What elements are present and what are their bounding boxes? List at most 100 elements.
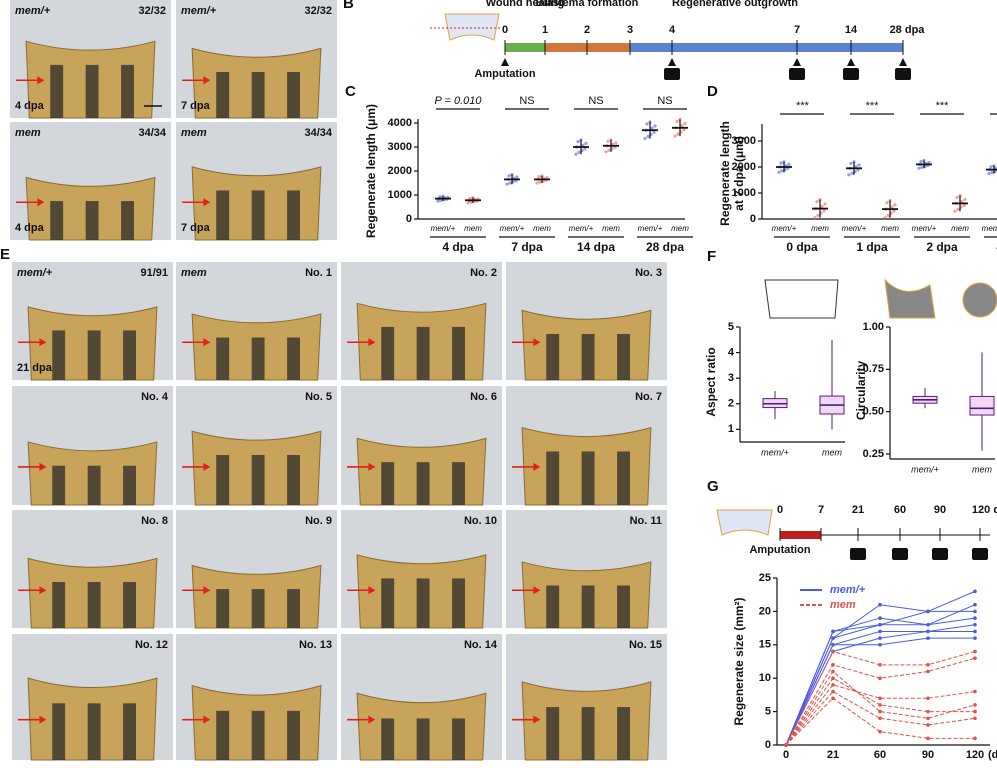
genotype-label: mem/+ [772, 224, 797, 233]
count-label: No. 15 [629, 639, 662, 651]
fin-stripe [85, 201, 99, 240]
data-point [577, 150, 581, 154]
arrow-head [533, 715, 541, 724]
timeline-label: 0 [502, 24, 508, 36]
count-label: No. 10 [464, 515, 497, 527]
arrow-head [368, 338, 376, 347]
y-tick-label: 1.00 [863, 321, 884, 333]
data-point [614, 141, 618, 145]
shape-icon [764, 279, 839, 319]
y-tick-label: 1000 [732, 187, 756, 199]
data-point [579, 138, 583, 142]
data-point [926, 736, 930, 741]
data-point [787, 162, 791, 166]
data-point [515, 175, 519, 179]
y-tick-label: 0.25 [863, 448, 884, 460]
panel-label: G [707, 478, 719, 495]
y-axis-label: Regenerate size (mm²) [732, 597, 746, 725]
genotype-label: mem [972, 464, 993, 474]
data-point [892, 209, 896, 213]
legend-label: mem [830, 599, 856, 611]
fin-stripe [87, 465, 101, 505]
data-point [990, 170, 994, 175]
data-point [538, 180, 542, 184]
arrow-head [203, 338, 211, 347]
data-point [926, 723, 930, 727]
significance-label: *** [796, 100, 810, 112]
fin-stripe [546, 707, 560, 760]
genotype-label: mem [671, 224, 689, 233]
camera-icon [972, 548, 988, 560]
y-tick-label: 4000 [388, 117, 412, 129]
count-label: No. 14 [464, 639, 498, 651]
y-tick-label: 3000 [388, 141, 412, 153]
data-point [849, 161, 853, 166]
data-point [545, 176, 549, 180]
genotype-label: mem/+ [912, 224, 937, 233]
count-label: No. 12 [135, 639, 168, 651]
arrow-head [39, 715, 47, 724]
arrow-head [533, 338, 541, 347]
arrow-head [203, 76, 211, 85]
data-point [507, 174, 511, 178]
stage-label: 7 dpa [181, 100, 211, 112]
fin-stripe [123, 330, 136, 380]
data-point [784, 743, 788, 747]
y-tick-label: 0.50 [863, 406, 884, 418]
data-point [436, 199, 440, 203]
data-point [878, 636, 882, 640]
data-point [508, 181, 512, 185]
arrow-head [533, 462, 541, 471]
x-unit-label: (d [988, 749, 997, 761]
stage-label: Wound healing [486, 0, 565, 9]
data-point [962, 203, 966, 207]
data-point [780, 169, 784, 173]
arrow [668, 58, 676, 66]
genotype-label: mem/+ [500, 224, 525, 233]
data-point [675, 119, 679, 124]
data-point [466, 201, 470, 205]
y-axis-label: Regenerate length [718, 121, 732, 226]
fin-stripe [123, 703, 136, 760]
fin-stripe [581, 585, 595, 628]
data-point [831, 689, 835, 694]
genotype-label: mem [15, 127, 41, 139]
arrow-head [203, 715, 211, 724]
data-point [878, 709, 882, 714]
fin-stripe [546, 451, 560, 505]
data-point [878, 622, 882, 627]
fin-stripe [287, 589, 300, 628]
data-point [847, 173, 851, 177]
fin-stripe [52, 703, 66, 760]
fin-stripe [251, 710, 265, 760]
panel-label: E [0, 246, 10, 263]
panel-label: B [343, 0, 354, 12]
fin-stripe [617, 707, 630, 760]
y-tick-label: 2000 [388, 165, 412, 177]
arrow-head [203, 462, 211, 471]
data-point [680, 124, 684, 128]
y-tick-label: 0 [406, 213, 412, 225]
fin-stripe [216, 589, 230, 628]
y-tick-label: 0.75 [863, 363, 884, 375]
genotype-label: mem [464, 224, 482, 233]
data-point [927, 160, 931, 165]
genotype-label: mem/+ [761, 447, 789, 457]
y-tick-label: 5 [728, 321, 734, 333]
arrow-head [203, 198, 211, 207]
timeline-label: 60 [894, 504, 906, 516]
data-point [973, 716, 977, 721]
y-tick-label: 2000 [732, 161, 756, 173]
data-point [505, 182, 509, 186]
y-axis-label: Circularity [854, 360, 868, 420]
data-point [815, 200, 819, 204]
data-point [576, 140, 580, 144]
data-point [645, 122, 649, 126]
data-point [673, 134, 677, 138]
fin-stripe [617, 451, 630, 505]
data-point [643, 137, 647, 141]
shape-icon [962, 282, 997, 318]
data-point [469, 200, 473, 204]
data-point [886, 213, 890, 218]
data-point [878, 629, 882, 634]
